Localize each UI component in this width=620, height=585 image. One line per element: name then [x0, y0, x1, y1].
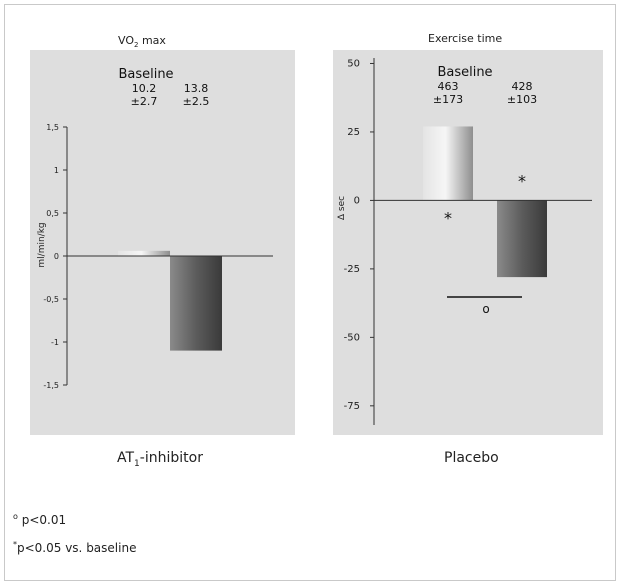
significance-mark: o — [482, 302, 489, 316]
bar-at1-inhibitor — [423, 126, 473, 201]
y-axis-label: ml/min/kg — [37, 222, 47, 267]
footnote-p005: *p<0.05 vs. baseline — [13, 540, 137, 555]
baseline-sd: ±173 — [433, 93, 463, 106]
vo2-max-chart: 1,510,50-0,5-1-1,5ml/min/kgBaseline10.2±… — [37, 67, 273, 390]
bar-placebo — [170, 256, 222, 351]
y-tick-label: -50 — [344, 332, 360, 343]
vo2-panel-background — [30, 50, 295, 435]
group-label-placebo: Placebo — [444, 450, 499, 466]
group-label-at1-inhibitor: AT1-inhibitor — [117, 450, 203, 469]
exercise-chart-title: Exercise time — [428, 32, 503, 45]
vo2-chart-title: VO2 max — [118, 34, 166, 50]
y-tick-label: -1 — [51, 338, 59, 347]
y-tick-label: -25 — [344, 264, 360, 275]
baseline-mean: 13.8 — [184, 82, 209, 95]
baseline-mean: 463 — [438, 80, 459, 93]
y-tick-label: 0 — [54, 252, 59, 261]
footnote-p001: o p<0.01 — [13, 512, 67, 527]
y-axis-label: Δ sec — [337, 196, 347, 220]
y-tick-label: -0,5 — [43, 295, 59, 304]
figure-frame — [4, 4, 616, 581]
exercise-panel-background — [333, 50, 603, 435]
y-tick-label: 50 — [347, 58, 360, 69]
baseline-sd: ±2.7 — [131, 95, 158, 108]
y-tick-label: 1,5 — [46, 123, 59, 132]
baseline-mean: 428 — [512, 80, 533, 93]
y-tick-label: 0 — [354, 195, 360, 206]
y-tick-label: -1,5 — [43, 381, 59, 390]
y-tick-label: -75 — [344, 401, 360, 412]
y-tick-label: 0,5 — [46, 209, 59, 218]
bar-at1-inhibitor — [118, 250, 170, 256]
baseline-sd: ±2.5 — [183, 95, 210, 108]
y-tick-label: 25 — [347, 127, 360, 138]
y-tick-label: 1 — [54, 166, 59, 175]
asterisk-placebo: * — [518, 171, 526, 190]
baseline-heading: Baseline — [437, 65, 492, 80]
baseline-heading: Baseline — [118, 67, 173, 82]
baseline-sd: ±103 — [507, 93, 537, 106]
baseline-mean: 10.2 — [132, 82, 157, 95]
bar-placebo — [497, 200, 547, 278]
asterisk-at1-inhibitor: * — [444, 208, 452, 227]
